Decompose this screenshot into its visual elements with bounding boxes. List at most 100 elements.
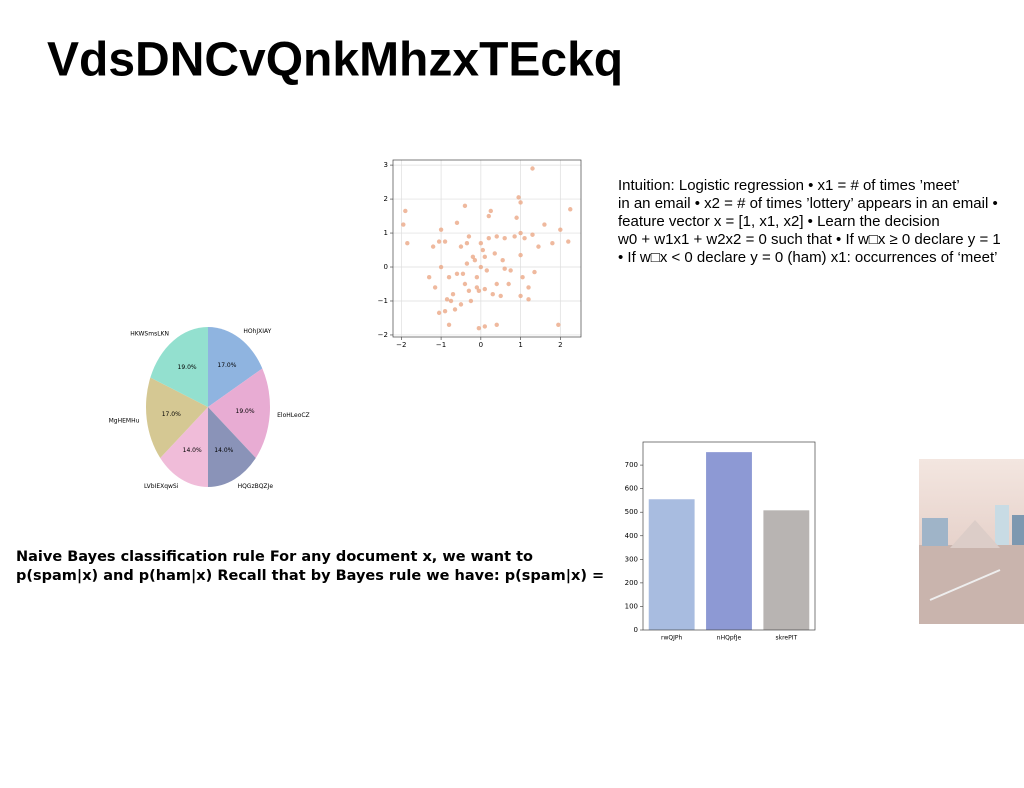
scatter-point xyxy=(502,235,507,241)
scatter-point xyxy=(522,235,527,241)
scatter-point xyxy=(474,275,480,280)
scatter-point xyxy=(498,293,503,299)
scatter-point xyxy=(464,241,470,246)
scatter-point xyxy=(558,227,563,232)
scatter-point xyxy=(516,195,521,200)
scatter-point xyxy=(486,235,491,241)
scatter-point xyxy=(460,271,466,277)
bar xyxy=(648,499,695,630)
scatter-point xyxy=(566,239,571,244)
scatter-point xyxy=(474,285,480,290)
scatter-point xyxy=(458,302,464,307)
slice-value-label: 19.0% xyxy=(178,364,197,371)
scatter-point xyxy=(530,232,535,237)
y-tick-label: 200 xyxy=(625,579,638,587)
legend-label: HKWSmsLKN xyxy=(130,331,169,338)
scatter-point xyxy=(482,324,488,329)
scatter-point xyxy=(514,215,519,220)
scatter-point xyxy=(530,166,535,171)
scatter-point xyxy=(486,213,491,219)
pie-slice xyxy=(208,327,263,407)
pie-slice xyxy=(150,327,208,407)
scatter-point xyxy=(494,322,499,327)
scatter-point xyxy=(506,281,511,287)
slice-value-label: 19.0% xyxy=(236,408,255,415)
scatter-point xyxy=(446,275,452,280)
scatter-point xyxy=(452,307,458,312)
scatter-point xyxy=(550,241,555,246)
scatter-point xyxy=(472,258,478,263)
scatter-point xyxy=(512,234,517,239)
scatter-point xyxy=(466,234,472,239)
slice-value-label: 14.0% xyxy=(183,447,202,454)
scatter-point xyxy=(508,268,513,273)
scatter-point xyxy=(446,322,452,327)
scatter-point xyxy=(401,222,406,227)
scatter-point xyxy=(462,281,468,287)
scatter-point xyxy=(438,227,444,232)
pie-slice xyxy=(160,407,208,487)
scatter-point xyxy=(536,244,541,249)
legend-label: EloHLeoCZ xyxy=(277,412,310,419)
y-tick-label: 300 xyxy=(625,555,638,563)
y-tick-label: 600 xyxy=(625,485,638,493)
bar xyxy=(706,452,752,630)
slide-title: VdsDNCvQnkMhzxTEckq xyxy=(47,34,623,87)
y-tick-label: −2 xyxy=(378,331,388,339)
scatter-point xyxy=(436,310,442,316)
scatter-point xyxy=(405,241,410,246)
y-tick-label: 500 xyxy=(625,508,638,516)
scatter-point xyxy=(448,298,454,304)
y-tick-label: 2 xyxy=(384,195,388,203)
scatter-point xyxy=(438,264,444,270)
scatter-point xyxy=(454,271,460,277)
scatter-point xyxy=(502,266,507,271)
y-tick-label: 400 xyxy=(625,532,638,540)
scatter-point xyxy=(568,207,573,212)
bar xyxy=(763,510,810,630)
scatter-point xyxy=(518,230,523,236)
scatter-point xyxy=(518,293,523,299)
pie-slice xyxy=(145,377,208,458)
x-tick-label: 0 xyxy=(479,341,483,349)
scatter-point xyxy=(518,200,523,205)
scatter-point xyxy=(442,239,448,244)
scatter-point xyxy=(526,285,531,290)
plot-frame xyxy=(392,159,582,338)
scatter-point xyxy=(464,261,470,266)
y-tick-label: 3 xyxy=(384,161,388,169)
body-text: Intuition: Logistic regression • x1 = # … xyxy=(618,177,960,194)
scatter-point xyxy=(532,269,537,275)
body-text: • If w□x < 0 declare y = 0 (ham) x1: occ… xyxy=(618,249,997,266)
body-text: Naive Bayes classification rule For any … xyxy=(16,549,533,565)
legend-label: LVbIEXqwSi xyxy=(144,483,179,490)
scatter-point xyxy=(426,275,432,280)
scatter-point xyxy=(444,297,450,302)
y-tick-label: 0 xyxy=(634,626,638,634)
slice-value-label: 17.0% xyxy=(162,411,181,418)
y-tick-label: −1 xyxy=(378,297,388,305)
body-text: in an email • x2 = # of times ’lottery’ … xyxy=(618,195,998,212)
legend-label: HOhJXIAY xyxy=(243,328,271,335)
slice-value-label: 14.0% xyxy=(214,447,233,454)
scatter-point xyxy=(488,208,493,214)
x-tick-label: 1 xyxy=(518,341,522,349)
x-tick-label: nHQpfJe xyxy=(717,635,742,642)
body-text: w0 + w1x1 + w2x2 = 0 such that • If w□x … xyxy=(617,231,1001,248)
scatter-point xyxy=(518,252,523,258)
slice-value-label: 17.0% xyxy=(217,362,236,369)
x-tick-label: skrePIT xyxy=(775,635,797,642)
x-tick-label: rwQJPh xyxy=(661,635,682,642)
scatter-point xyxy=(556,322,561,327)
scatter-point xyxy=(482,286,488,292)
body-text: feature vector x = [1, x1, x2] • Learn t… xyxy=(618,213,940,230)
x-tick-label: 2 xyxy=(558,341,562,349)
scatter-point xyxy=(476,288,482,293)
scatter-point xyxy=(478,264,484,270)
legend-label: HQGzBQZJe xyxy=(238,483,274,490)
y-tick-label: 0 xyxy=(384,263,388,271)
x-tick-label: −1 xyxy=(436,341,446,349)
scatter-point xyxy=(458,244,464,249)
